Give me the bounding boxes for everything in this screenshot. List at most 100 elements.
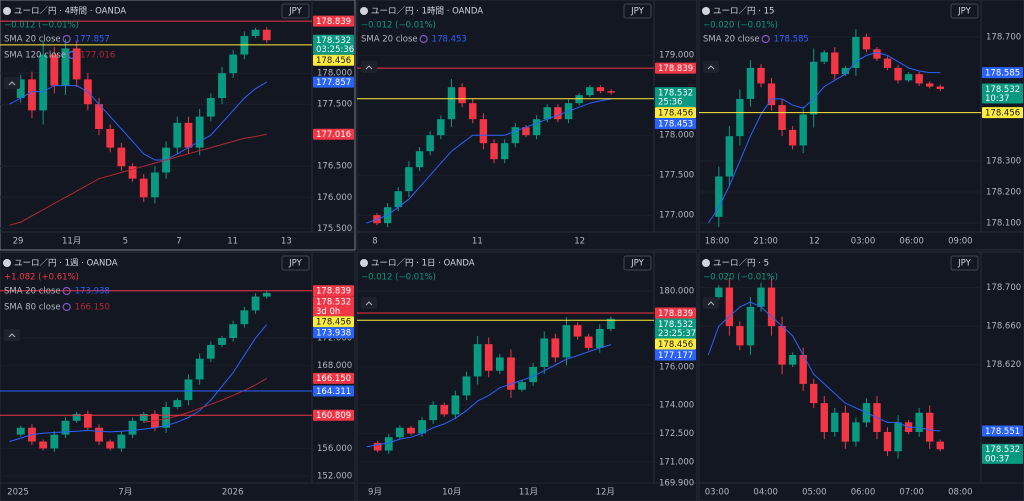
x-tick-label: 7 [176, 237, 181, 247]
candle [883, 58, 892, 68]
currency-box[interactable] [950, 3, 979, 19]
candle [926, 83, 934, 87]
candle [229, 54, 238, 74]
x-tick-label: 07:00 [899, 488, 924, 498]
y-tick-label: 172.500 [659, 429, 694, 439]
candle [262, 292, 271, 297]
chart-panel: 178.700 178.300 178.200 178.100 178.585 178.5… [698, 0, 1024, 251]
candle [894, 422, 902, 452]
collapse-button[interactable] [703, 297, 719, 309]
candle [451, 395, 460, 415]
price-tag [313, 372, 354, 384]
candle [543, 107, 551, 120]
candle [736, 98, 744, 137]
currency-label[interactable]: JPY [630, 259, 644, 269]
candle [162, 407, 171, 428]
candle [810, 61, 818, 115]
price-tag-label: 160.809 [316, 411, 351, 421]
collapse-icon[interactable] [707, 65, 715, 70]
price-tag-label: 178.532 [316, 36, 351, 46]
collapse-button[interactable] [4, 329, 20, 341]
candle [61, 420, 70, 435]
y-tick-label: 178.100 [986, 219, 1021, 229]
candle [128, 420, 137, 435]
currency-label[interactable]: JPY [957, 7, 971, 17]
symbol-icon [3, 7, 11, 15]
indicator-line [9, 81, 267, 161]
price-tag [655, 87, 696, 108]
candle [106, 129, 115, 148]
collapse-button[interactable] [703, 61, 719, 73]
currency-box[interactable] [281, 3, 310, 19]
price-tag-label: 178.532 [985, 445, 1020, 455]
x-tick-label: 11 [227, 237, 238, 247]
currency-box[interactable] [950, 255, 979, 271]
candle [573, 325, 582, 337]
x-tick-label: 10月 [442, 488, 461, 498]
candle [554, 107, 562, 120]
candle [715, 287, 723, 298]
price-tag [982, 425, 1023, 437]
candle [426, 135, 434, 152]
x-tick-label: 29 [13, 237, 24, 247]
currency-label[interactable]: JPY [957, 259, 971, 269]
candle [746, 306, 755, 346]
candle [83, 413, 92, 428]
collapse-icon[interactable] [365, 301, 373, 306]
currency-box[interactable] [623, 3, 652, 19]
change-label: −0.012 (−0.01%) [361, 21, 436, 31]
collapse-icon[interactable] [365, 65, 373, 70]
indicator-settings[interactable] [419, 34, 428, 44]
symbol-icon [360, 259, 368, 267]
collapse-icon[interactable] [707, 301, 715, 306]
chart-panel: 178.700 178.660 178.620 178.551 178.53200:37… [698, 251, 1024, 501]
change-label: +1.082 (+0.61%) [4, 273, 79, 283]
collapse-button[interactable] [4, 77, 20, 89]
collapse-icon[interactable] [8, 333, 16, 338]
currency-label[interactable]: JPY [288, 259, 302, 269]
candle [831, 52, 839, 75]
price-tag-label: 178.839 [316, 17, 351, 27]
panel-bg [698, 0, 1024, 251]
indicator-name: SMA 120 close [4, 51, 66, 61]
symbol-title: ユーロ／円 · 1週 · OANDA [14, 259, 118, 269]
candle [139, 413, 148, 421]
indicator-settings[interactable] [62, 302, 71, 312]
price-tag [313, 34, 354, 55]
symbol-icon [702, 7, 710, 15]
indicator-settings[interactable] [62, 286, 71, 296]
candle [407, 427, 415, 434]
candle [746, 67, 755, 99]
collapse-button[interactable] [361, 297, 377, 309]
price-tag-label: 177.177 [658, 351, 693, 361]
x-tick-label: 7月 [118, 488, 132, 498]
x-tick-label: 12 [574, 237, 585, 247]
indicator-settings[interactable] [67, 50, 77, 60]
candle [522, 127, 530, 136]
collapse-button[interactable] [361, 61, 377, 73]
currency-box[interactable] [623, 255, 652, 271]
collapse-icon[interactable] [8, 81, 16, 86]
currency-label[interactable]: JPY [288, 7, 302, 17]
symbol-title: ユーロ／円 · 1時間 · OANDA [371, 7, 483, 17]
symbol-title: ユーロ／円 · 5 [713, 259, 769, 269]
x-tick-label: 9月 [368, 488, 382, 498]
candle [788, 129, 797, 146]
y-tick-label: 156.000 [317, 444, 352, 454]
candle [195, 116, 204, 148]
indicator-settings[interactable] [761, 34, 770, 44]
candle [831, 412, 839, 432]
candle [373, 442, 382, 451]
currency-box[interactable] [281, 255, 310, 271]
candle [128, 166, 137, 179]
price-tag-label: 178.532 [316, 298, 351, 308]
candle [173, 122, 182, 148]
x-tick-label: 11月 [62, 237, 81, 247]
indicator-value: 173.938 [75, 287, 110, 297]
candle [72, 413, 81, 421]
candle [429, 404, 438, 421]
candle [936, 441, 944, 450]
indicator-settings[interactable] [62, 34, 71, 44]
currency-label[interactable]: JPY [630, 7, 644, 17]
